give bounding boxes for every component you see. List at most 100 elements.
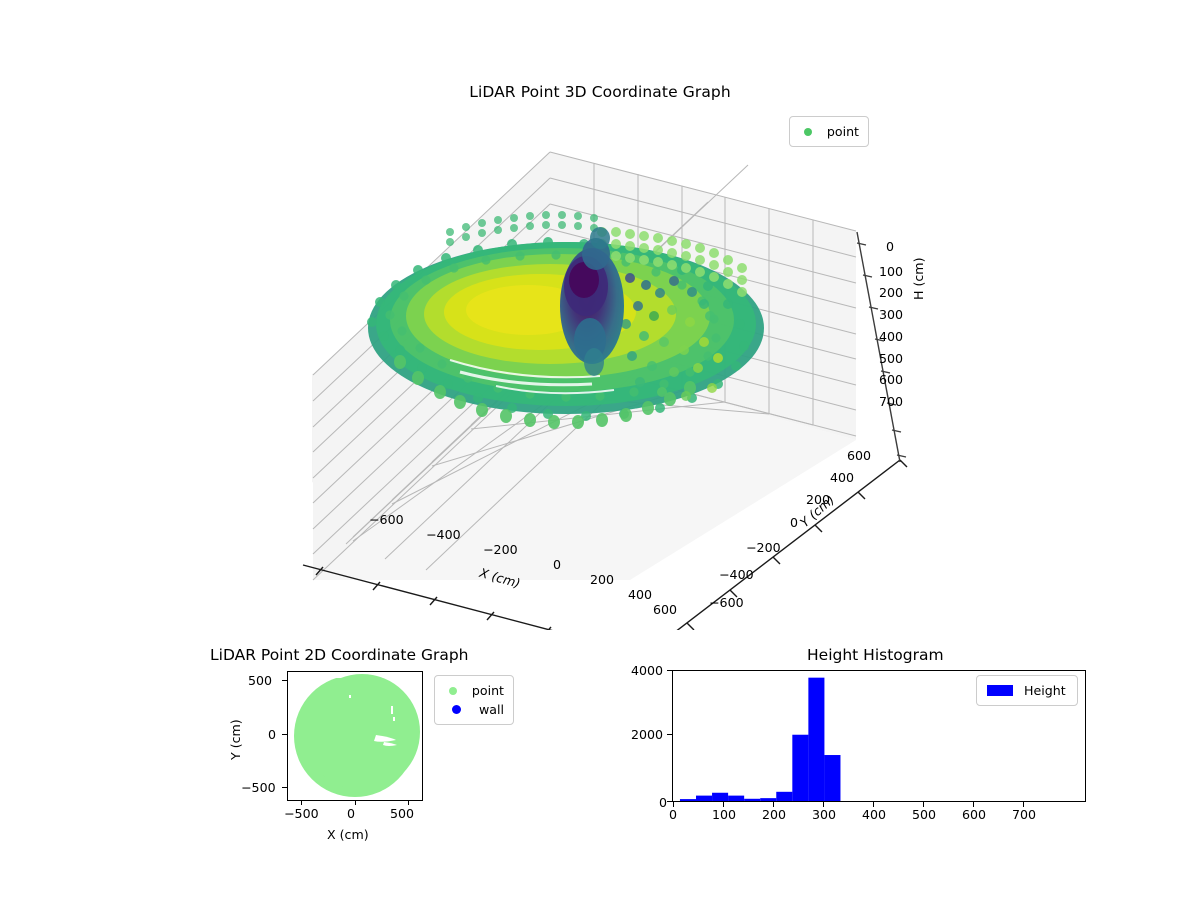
y-tick-label-0: −600 (709, 595, 744, 610)
legend-label-point: point (826, 124, 859, 139)
histogram-bars (679, 677, 841, 801)
x-axis-ticks (315, 566, 552, 630)
z-axis-label: H (cm) (911, 257, 926, 301)
x-tick-label-5: 400 (628, 587, 653, 602)
point-marker-icon (799, 127, 817, 136)
z-tick-label-4: 400 (879, 329, 904, 344)
yh-tick-label-1: 2000 (631, 727, 664, 742)
x2d-axis-label: X (cm) (327, 827, 369, 842)
lidar-2d-scatter-axes[interactable] (287, 671, 423, 801)
y-axis-spine (676, 459, 901, 630)
sparse-sector (621, 273, 723, 401)
legend-item-height[interactable]: Height (986, 681, 1068, 700)
wall-marker-icon (444, 705, 469, 714)
x-tick-label-6: 600 (653, 602, 678, 617)
yh-tick-label-0: 0 (659, 795, 668, 810)
height-histogram-plot (679, 677, 841, 801)
xh-tick-label-2: 200 (762, 807, 787, 822)
lidar-2d-plot (294, 672, 420, 797)
xh-tickmark-5 (923, 802, 925, 807)
xh-tick-label-6: 600 (962, 807, 987, 822)
z-tick-label-2: 200 (879, 285, 904, 300)
xh-tick-label-4: 400 (862, 807, 887, 822)
histogram-bar (744, 798, 761, 801)
legend-item-wall-2d[interactable]: wall (444, 700, 504, 719)
histogram-bar (792, 734, 809, 801)
histogram-bar (696, 795, 713, 801)
yh-tickmark-2 (667, 670, 672, 672)
legend-label-height: Height (1024, 683, 1066, 698)
lidar-2d-title: LiDAR Point 2D Coordinate Graph (210, 646, 469, 664)
legend-2d[interactable]: point wall (434, 675, 514, 725)
xh-tickmark-3 (823, 802, 825, 807)
yh-tickmark-1 (667, 734, 672, 736)
y-tick-label-2: −200 (746, 540, 781, 555)
xh-tick-label-7: 700 (1012, 807, 1037, 822)
x-tick-label-1: −400 (426, 527, 461, 542)
lidar-3d-plot (302, 151, 908, 630)
dark-cluster (560, 227, 624, 376)
histogram-bar (824, 755, 841, 801)
histogram-bar (712, 792, 729, 801)
x2d-tickmark-0 (301, 800, 303, 805)
legend-item-point[interactable]: point (799, 122, 859, 141)
xh-tick-label-3: 300 (812, 807, 837, 822)
y-tick-label-4: 200 (806, 492, 831, 507)
x-axis-spine (302, 564, 553, 630)
y2d-tick-label-1: 0 (268, 727, 277, 742)
y-tick-label-3: 0 (790, 515, 799, 530)
yh-tickmark-0 (667, 801, 672, 803)
x2d-tickmark-2 (408, 800, 410, 805)
pane-floor (313, 357, 856, 580)
lidar-3d-scatter-axes[interactable] (300, 110, 920, 630)
xh-tick-label-5: 500 (912, 807, 937, 822)
point-cloud-3d (367, 211, 764, 429)
yh-tick-label-2: 4000 (631, 663, 664, 678)
xh-tickmark-7 (1023, 802, 1025, 807)
histogram-bar (728, 795, 745, 801)
x-tick-label-4: 200 (590, 572, 615, 587)
histogram-bar (760, 798, 777, 801)
xh-tick-label-1: 100 (712, 807, 737, 822)
z-tick-label-6: 600 (879, 372, 904, 387)
xh-tickmark-1 (723, 802, 725, 807)
z-axis-spine (856, 231, 901, 463)
histogram-bar (776, 791, 793, 801)
z-tick-label-3: 300 (879, 307, 904, 322)
right-curtain (597, 227, 747, 297)
z-tick-label-0: 0 (886, 239, 895, 254)
x-tick-label-0: −600 (369, 512, 404, 527)
histogram-bar (808, 677, 825, 801)
y2d-tick-label-0: 500 (248, 673, 273, 688)
y2d-tickmark-0 (282, 680, 287, 682)
y2d-tickmark-1 (282, 734, 287, 736)
page-title: LiDAR Point 3D Coordinate Graph (469, 83, 731, 101)
y-tick-label-6: 600 (847, 448, 872, 463)
legend-3d[interactable]: point (789, 116, 869, 147)
x2d-tick-label-1: 0 (347, 806, 356, 821)
point-marker-icon (444, 686, 462, 695)
legend-label-wall-2d: wall (478, 702, 504, 717)
xh-tickmark-0 (673, 802, 675, 807)
y2d-axis-label: Y (cm) (228, 719, 243, 760)
y2d-tickmark-2 (282, 787, 287, 789)
y-tick-label-1: −400 (719, 567, 754, 582)
y-axis-ticks (686, 459, 908, 630)
x2d-tickmark-1 (355, 800, 357, 805)
histogram-title: Height Histogram (807, 646, 944, 664)
xh-tick-label-0: 0 (669, 807, 678, 822)
x-tick-label-3: 0 (553, 557, 562, 572)
legend-histogram[interactable]: Height (976, 675, 1078, 706)
x-tick-label-2: −200 (483, 542, 518, 557)
legend-item-point-2d[interactable]: point (444, 681, 504, 700)
height-patch-icon (986, 685, 1014, 696)
point-disc (294, 672, 420, 797)
z-axis-ticks (856, 242, 907, 458)
xh-tickmark-6 (973, 802, 975, 807)
z-tick-label-1: 100 (879, 264, 904, 279)
y2d-tick-label-2: −500 (241, 780, 276, 795)
xh-tickmark-2 (773, 802, 775, 807)
x2d-tick-label-2: 500 (390, 806, 415, 821)
xh-tickmark-4 (873, 802, 875, 807)
